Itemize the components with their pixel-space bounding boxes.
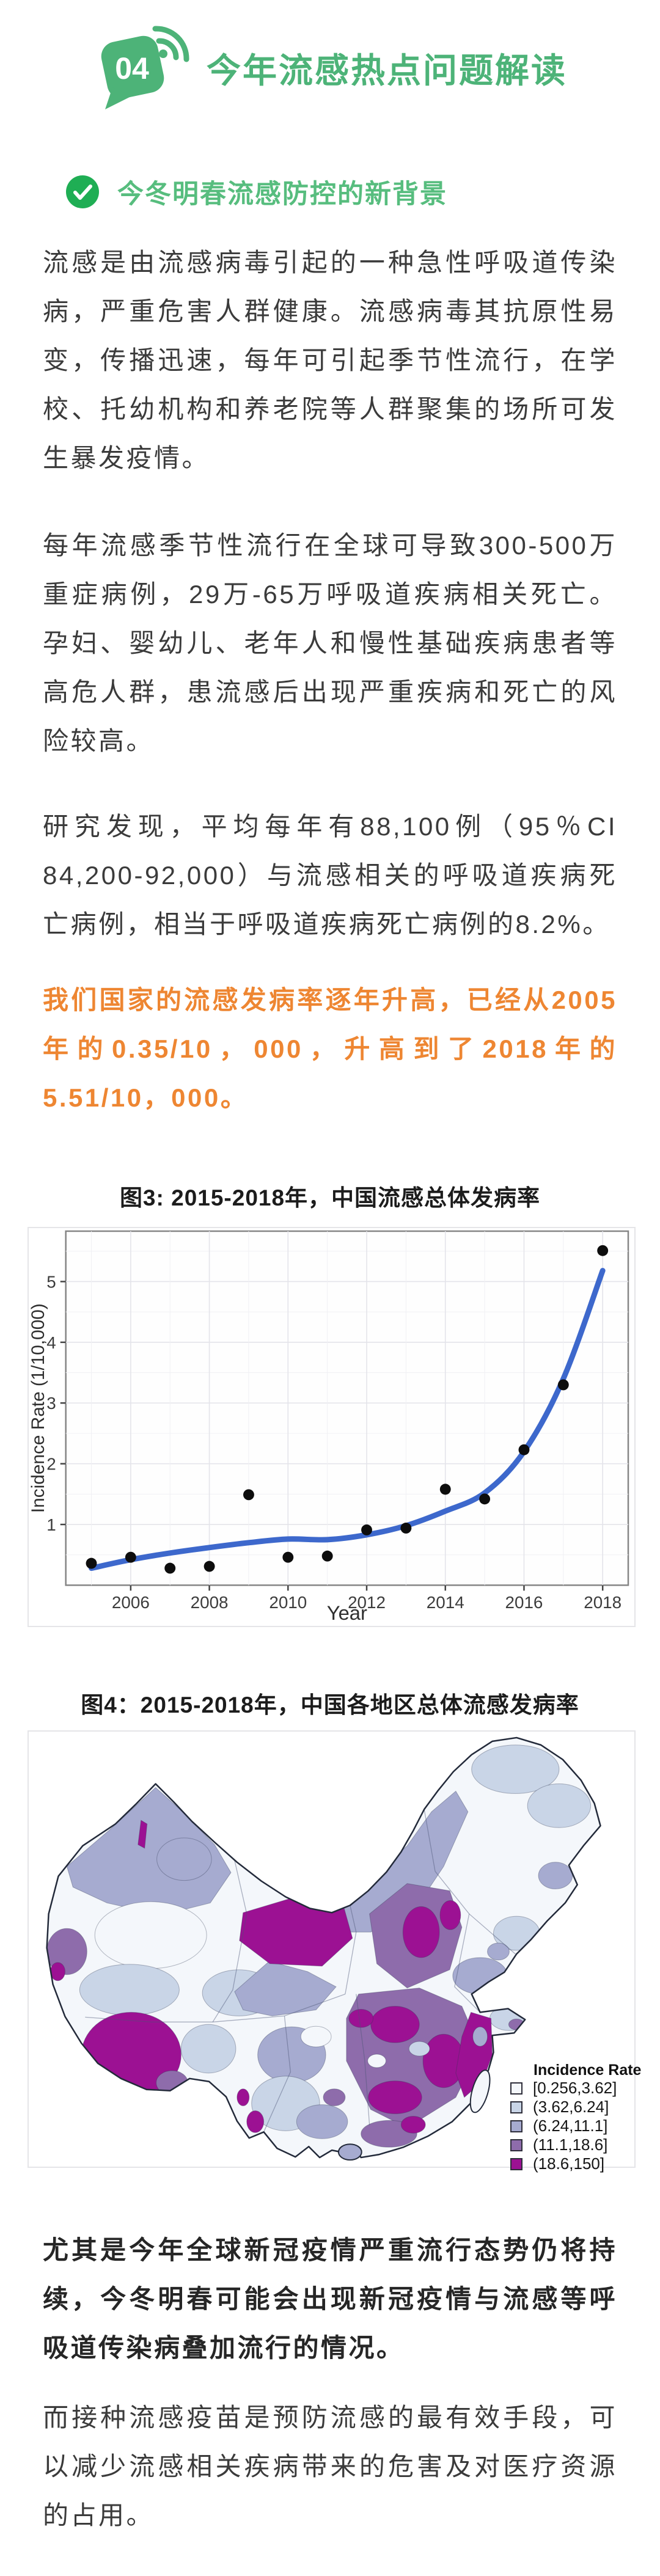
figure3-chart: 2006 2008 2010 2012 2014 2016 2018 1 2 3 4 5 Inciden…: [28, 1227, 636, 1627]
svg-text:1: 1: [46, 1515, 56, 1534]
figure4-map: Incidence Rate [0.256,3.62] (3.62,6.24] (6…: [28, 1730, 641, 2173]
svg-text:3: 3: [46, 1394, 56, 1413]
signal-waves-icon: [152, 26, 189, 62]
svg-text:2006: 2006: [112, 1593, 150, 1612]
legend-label: (3.62,6.24]: [533, 2098, 609, 2116]
legend-item: (18.6,150]: [510, 2154, 617, 2173]
legend-swatch: [510, 2082, 522, 2095]
map-legend: [0.256,3.62] (3.62,6.24] (6.24,11.1] (11.1,…: [510, 2079, 617, 2173]
taiwan-island: [469, 2069, 491, 2113]
paragraph-covid-overlap: 尤其是今年全球新冠疫情严重流行态势仍将持续，今冬明春可能会出现新冠疫情与流感等呼…: [43, 2236, 617, 2362]
section-number-badge: 04: [93, 25, 191, 111]
svg-text:Incidence Rate (1/10,000): Incidence Rate (1/10,000): [29, 1303, 48, 1513]
svg-text:2018: 2018: [584, 1593, 622, 1612]
svg-text:2014: 2014: [427, 1593, 464, 1612]
check-icon: [66, 175, 99, 208]
figure4-title: 图4：2015-2018年，中国各地区总体流感发病率: [81, 1692, 579, 1718]
legend-swatch: [510, 2157, 522, 2170]
svg-text:2: 2: [46, 1455, 56, 1474]
paragraph-study-finding: 研究发现，平均每年有88,100例（95％CI 84,200-92,000）与流…: [43, 812, 617, 939]
legend-swatch: [510, 2101, 522, 2113]
badge-number: 04: [115, 51, 149, 86]
legend-label: (11.1,18.6]: [533, 2135, 608, 2154]
legend-item: (3.62,6.24]: [510, 2098, 617, 2117]
legend-label: (18.6,150]: [533, 2154, 605, 2173]
legend-swatch: [510, 2139, 522, 2151]
svg-text:2008: 2008: [191, 1593, 229, 1612]
incidence-line-chart: 2006 2008 2010 2012 2014 2016 2018 1 2 3 4 5 Inciden…: [29, 1230, 629, 1624]
legend-item: [0.256,3.62]: [510, 2079, 617, 2098]
paragraph-intro: 流感是由流感病毒引起的一种急性呼吸道传染病，严重危害人群健康。流感病毒其抗原性易…: [43, 248, 617, 472]
page-title: 今年流感热点问题解读: [207, 51, 567, 90]
figure3-title: 图3: 2015-2018年，中国流感总体发病率: [119, 1185, 541, 1210]
svg-text:2016: 2016: [505, 1593, 543, 1612]
legend-label: [0.256,3.62]: [533, 2079, 617, 2097]
svg-text:4: 4: [46, 1333, 56, 1352]
legend-swatch: [510, 2120, 522, 2132]
china-choropleth-map: [46, 1736, 601, 2161]
svg-text:5: 5: [46, 1272, 56, 1291]
legend-item: (11.1,18.6]: [510, 2135, 617, 2154]
svg-text:2010: 2010: [269, 1593, 307, 1612]
legend-item: (6.24,11.1]: [510, 2117, 617, 2135]
legend-label: (6.24,11.1]: [533, 2117, 608, 2135]
paragraph-vaccine: 而接种流感疫苗是预防流感的最有效手段，可以减少流感相关疾病带来的危害及对医疗资源…: [43, 2403, 617, 2530]
map-legend-title: Incidence Rate: [534, 2062, 642, 2079]
svg-text:2012: 2012: [348, 1593, 386, 1612]
section-header: 04 今年流感热点问题解读: [0, 22, 660, 114]
badge-bubble-icon: 04: [101, 26, 189, 109]
subsection-heading: 今冬明春流感防控的新背景: [66, 173, 447, 211]
paragraph-global-burden: 每年流感季节性流行在全球可导致300-500万重症病例，29万-65万呼吸道疾病…: [43, 531, 617, 755]
hainan-island: [337, 2143, 362, 2161]
subsection-title: 今冬明春流感防控的新背景: [117, 180, 447, 209]
paragraph-highlight-incidence: 我们国家的流感发病率逐年升高，已经从2005年的0.35/10，000，升高到了…: [43, 986, 617, 1112]
svg-text:Year: Year: [327, 1601, 367, 1624]
